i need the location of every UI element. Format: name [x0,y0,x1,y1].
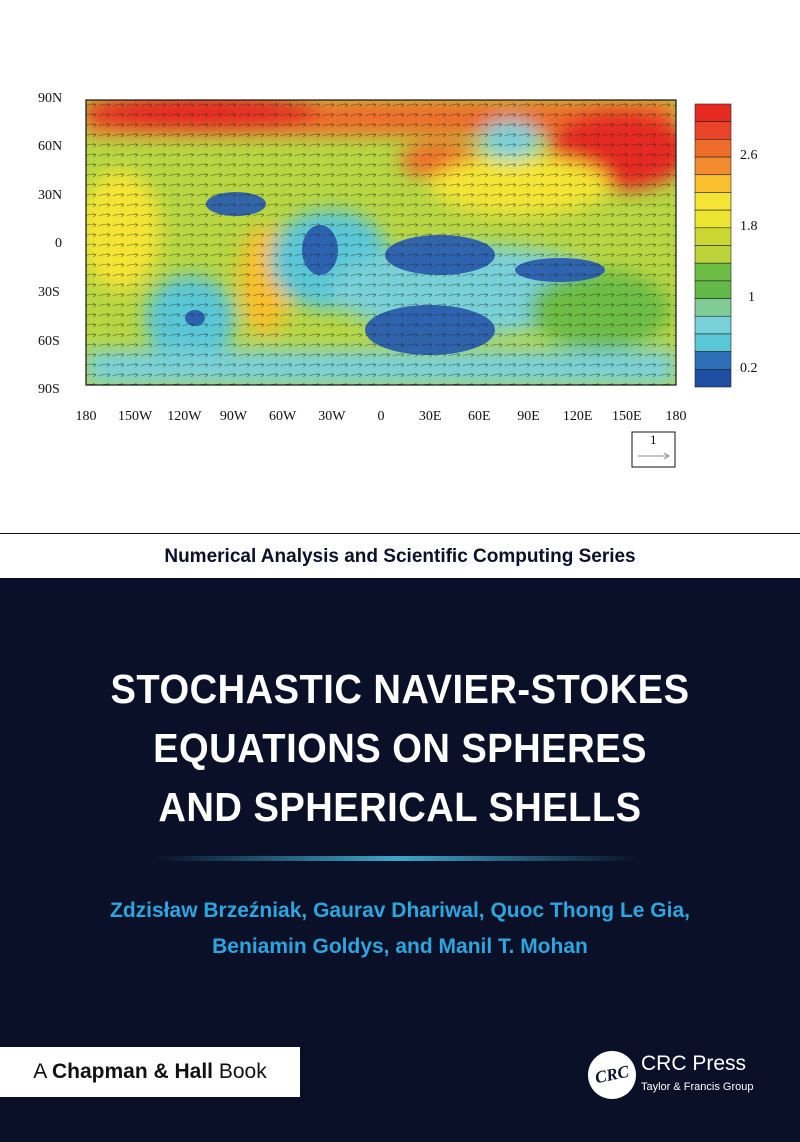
book-title: STOCHASTIC NAVIER-STOKES EQUATIONS ON SP… [0,660,800,837]
map-field [86,100,676,385]
imprint-name: Chapman & Hall [51,1060,213,1083]
colorbar-band [694,139,732,158]
colorbar-label: 1 [748,290,755,305]
x-tick: 150E [612,409,642,424]
title-line: AND SPHERICAL SHELLS [158,784,642,830]
x-tick: 150W [118,409,153,424]
colorbar-band [694,262,732,282]
x-tick: 60E [468,409,491,424]
y-tick: 60S [38,334,60,349]
colorbar-label: 0.2 [740,361,758,376]
colorbar-label: 1.8 [740,219,758,234]
colorbar-band [694,315,732,335]
x-tick: 180 [75,409,97,424]
authors-line: Zdzisław Brzeźniak, Gaurav Dhariwal, Quo… [110,899,690,922]
colorbar [694,103,732,388]
x-tick: 120W [167,409,202,424]
x-tick: 30E [418,409,442,424]
title-line: STOCHASTIC NAVIER-STOKES [110,666,690,712]
reference-vector-box [631,431,676,468]
y-tick: 30S [38,285,60,300]
x-tick: 90E [517,409,540,424]
map-frame [85,99,677,386]
colorbar-band [694,245,732,264]
x-tick: 0 [377,409,385,424]
x-tick: 180 [665,409,687,424]
publisher-group: Taylor & Francis Group [641,1081,754,1093]
colorbar-band [694,369,732,388]
x-tick: 120E [562,409,593,424]
colorbar-band [694,192,732,211]
series-title: Numerical Analysis and Scientific Comput… [0,533,800,578]
imprint-badge: A Chapman & Hall Book [0,1047,300,1097]
cover-figure-area: 90N 60N 30N 0 30S 60S 90S 180 150W 120W 90W… [0,0,800,533]
colorbar-band [694,121,732,140]
reference-arrow-icon [638,452,670,460]
colorbar-band [694,280,732,299]
x-tick: 30W [318,409,346,424]
reference-vector-label: 1 [650,432,657,447]
colorbar-band [694,103,732,122]
title-line: EQUATIONS ON SPHERES [153,725,647,771]
imprint-prefix: A [33,1060,47,1083]
colorbar-band [694,298,732,317]
imprint-suffix: Book [218,1060,267,1083]
colorbar-band [694,174,732,193]
x-tick: 90W [219,409,248,424]
colorbar-band [694,227,732,246]
colorbar-band [694,351,732,370]
y-tick: 30N [38,188,63,203]
authors-line: Beniamin Goldys, and Manil T. Mohan [212,935,588,958]
y-tick: 0 [55,236,62,251]
authors: Zdzisław Brzeźniak, Gaurav Dhariwal, Quo… [0,893,800,965]
x-tick: 60W [269,409,297,424]
y-tick: 90S [38,382,60,397]
wind-speed-map [85,99,732,468]
colorbar-band [694,333,732,352]
colorbar-band [694,156,732,176]
y-tick: 60N [38,139,63,154]
y-tick: 90N [38,91,63,106]
colorbar-band [694,209,732,229]
title-divider [155,856,640,861]
colorbar-label: 2.6 [740,148,758,163]
publisher-name: CRC Press [641,1052,747,1075]
